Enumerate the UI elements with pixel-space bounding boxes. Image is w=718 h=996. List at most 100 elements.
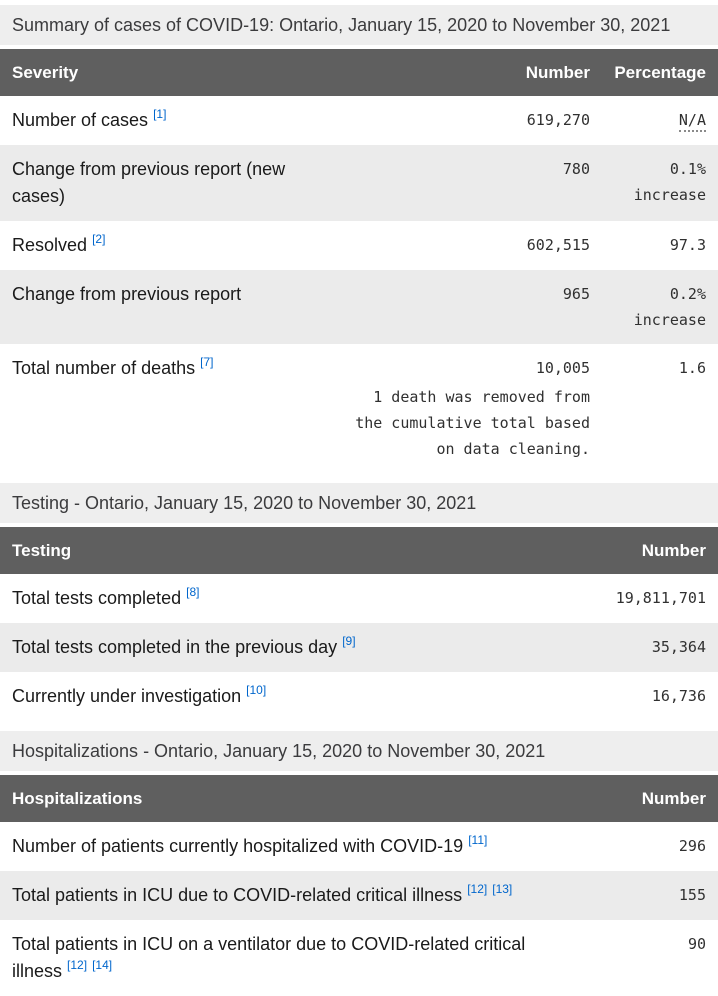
footnote-sup: [12] bbox=[467, 882, 487, 896]
table-row: Currently under investigation [10] 16,736 bbox=[0, 672, 718, 721]
table-header-row: Hospitalizations Number bbox=[0, 775, 718, 822]
row-label: Total number of deaths bbox=[12, 358, 196, 378]
footnote-link[interactable]: [9] bbox=[342, 634, 356, 648]
na-abbr: N/A bbox=[678, 111, 706, 132]
row-label-cell: Change from previous report (new cases) bbox=[0, 145, 390, 221]
table-row: Total tests completed [8] 19,811,701 bbox=[0, 574, 718, 623]
row-label-cell: Currently under investigation [10] bbox=[0, 672, 588, 721]
column-header-number: Number bbox=[390, 49, 602, 96]
number-cell: 296 bbox=[588, 822, 718, 871]
footnote-sup: [2] bbox=[92, 232, 105, 246]
row-label-cell: Total patients in ICU on a ventilator du… bbox=[0, 920, 588, 996]
footnote-sup: [12] bbox=[67, 958, 87, 972]
percentage-cell: N/A bbox=[602, 96, 718, 145]
footnote-link[interactable]: [8] bbox=[186, 585, 200, 599]
data-table-summary: Severity Number Percentage Number of cases … bbox=[0, 49, 718, 473]
table-row: Total patients in ICU on a ventilator du… bbox=[0, 920, 718, 996]
number-value: 19,811,701 bbox=[615, 589, 706, 607]
number-cell: 35,364 bbox=[588, 623, 718, 672]
table-row: Number of cases [1] 619,270 N/A bbox=[0, 96, 718, 145]
footnote-sup: [7] bbox=[200, 355, 213, 369]
row-label-cell: Number of patients currently hospitalize… bbox=[0, 822, 588, 871]
row-label: Total patients in ICU on a ventilator du… bbox=[12, 934, 526, 981]
footnote-link[interactable]: [1] bbox=[153, 107, 167, 121]
number-cell: 155 bbox=[588, 871, 718, 920]
footnote-sup: [1] bbox=[153, 107, 166, 121]
number-cell: 965 bbox=[390, 270, 602, 344]
section-caption: Testing - Ontario, January 15, 2020 to N… bbox=[0, 483, 718, 523]
row-label: Total tests completed bbox=[12, 588, 182, 608]
number-value: 619,270 bbox=[526, 111, 590, 129]
number-value: 296 bbox=[678, 837, 706, 855]
table-header-row: Severity Number Percentage bbox=[0, 49, 718, 96]
number-value: 16,736 bbox=[651, 687, 706, 705]
percentage-value: 97.3 bbox=[669, 236, 706, 254]
number-note: 1 death was removed from the cumulative … bbox=[355, 388, 590, 458]
number-value: 602,515 bbox=[526, 236, 590, 254]
percentage-cell: 0.1% increase bbox=[602, 145, 718, 221]
row-label: Total patients in ICU due to COVID-relat… bbox=[12, 885, 463, 905]
column-header-severity: Severity bbox=[0, 49, 390, 96]
number-value: 155 bbox=[678, 886, 706, 904]
number-cell: 780 bbox=[390, 145, 602, 221]
footnote-sup: [11] bbox=[468, 833, 487, 847]
footnote-sup: [8] bbox=[186, 585, 199, 599]
column-header-hospitalizations: Hospitalizations bbox=[0, 775, 588, 822]
column-header-testing: Testing bbox=[0, 527, 588, 574]
row-label: Change from previous report (new cases) bbox=[12, 159, 286, 206]
number-cell: 10,005 1 death was removed from the cumul… bbox=[355, 344, 602, 473]
table-section-hospitalizations: Hospitalizations - Ontario, January 15, … bbox=[0, 731, 718, 996]
row-label: Currently under investigation bbox=[12, 686, 242, 706]
number-value: 10,005 bbox=[535, 359, 590, 377]
tables-root: Summary of cases of COVID-19: Ontario, J… bbox=[0, 5, 718, 996]
column-header-number: Number bbox=[588, 527, 718, 574]
footnote-link[interactable]: [14] bbox=[92, 958, 113, 972]
row-label: Resolved bbox=[12, 235, 88, 255]
footnote-link[interactable]: [12] bbox=[467, 882, 488, 896]
data-table-hospitalizations: Hospitalizations Number Number of patients… bbox=[0, 775, 718, 996]
percentage-value: 0.2% increase bbox=[633, 285, 706, 329]
table-row: Total patients in ICU due to COVID-relat… bbox=[0, 871, 718, 920]
section-caption: Hospitalizations - Ontario, January 15, … bbox=[0, 731, 718, 771]
row-label-cell: Change from previous report bbox=[0, 270, 390, 344]
percentage-value: 0.1% increase bbox=[633, 160, 706, 204]
row-label-cell: Total number of deaths [7] bbox=[0, 344, 390, 473]
footnote-sup: [9] bbox=[342, 634, 355, 648]
footnote-link[interactable]: [13] bbox=[492, 882, 513, 896]
percentage-cell: 97.3 bbox=[602, 221, 718, 270]
number-value: 780 bbox=[562, 160, 590, 178]
number-value: 90 bbox=[687, 935, 706, 953]
number-cell: 16,736 bbox=[588, 672, 718, 721]
table-row: Number of patients currently hospitalize… bbox=[0, 822, 718, 871]
number-value: 35,364 bbox=[651, 638, 706, 656]
footnote-link[interactable]: [2] bbox=[92, 232, 106, 246]
percentage-value: 1.6 bbox=[678, 359, 706, 377]
percentage-cell: 0.2% increase bbox=[602, 270, 718, 344]
row-label: Total tests completed in the previous da… bbox=[12, 637, 338, 657]
number-cell: 619,270 bbox=[390, 96, 602, 145]
table-section-testing: Testing - Ontario, January 15, 2020 to N… bbox=[0, 483, 718, 721]
table-header-row: Testing Number bbox=[0, 527, 718, 574]
section-caption: Summary of cases of COVID-19: Ontario, J… bbox=[0, 5, 718, 45]
column-header-number: Number bbox=[588, 775, 718, 822]
table-row: Total number of deaths [7] 10,005 1 death … bbox=[0, 344, 718, 473]
table-row: Total tests completed in the previous da… bbox=[0, 623, 718, 672]
covid-summary-page: { "colors":{ "header_bg":"#5f5f5f","head… bbox=[0, 5, 718, 981]
footnote-sup: [14] bbox=[92, 958, 112, 972]
data-table-testing: Testing Number Total tests completed [8] 19… bbox=[0, 527, 718, 721]
footnote-link[interactable]: [11] bbox=[468, 833, 488, 847]
row-label-cell: Resolved [2] bbox=[0, 221, 390, 270]
column-header-percentage: Percentage bbox=[602, 49, 718, 96]
row-label: Number of patients currently hospitalize… bbox=[12, 836, 464, 856]
percentage-cell: 1.6 bbox=[602, 344, 718, 473]
footnote-link[interactable]: [12] bbox=[67, 958, 88, 972]
table-row: Change from previous report 965 0.2% incre… bbox=[0, 270, 718, 344]
row-label-cell: Total tests completed in the previous da… bbox=[0, 623, 588, 672]
footnote-sup: [10] bbox=[246, 683, 266, 697]
footnote-link[interactable]: [7] bbox=[200, 355, 214, 369]
row-label-cell: Total patients in ICU due to COVID-relat… bbox=[0, 871, 588, 920]
number-cell: 19,811,701 bbox=[588, 574, 718, 623]
number-value: 965 bbox=[562, 285, 590, 303]
row-label-cell: Number of cases [1] bbox=[0, 96, 390, 145]
footnote-link[interactable]: [10] bbox=[246, 683, 267, 697]
